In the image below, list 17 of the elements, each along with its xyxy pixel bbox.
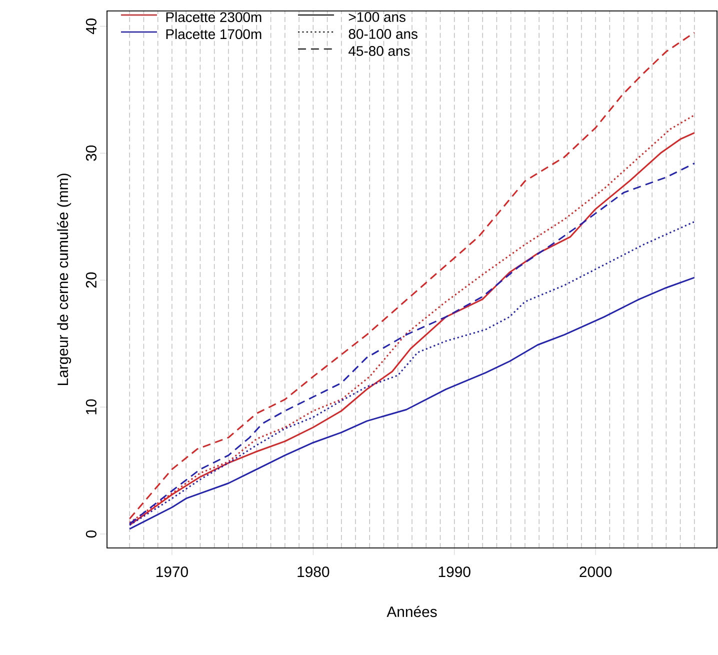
y-axis-title: Largeur de cerne cumulée (mm) [56, 174, 72, 385]
annotation: 80-100 ans [348, 29, 418, 39]
x-tick-label: 1990 [438, 566, 470, 578]
annotation: >100 ans [348, 12, 406, 22]
y-tick-label: 20 [86, 272, 96, 288]
y-tick-label: 0 [86, 530, 96, 538]
annotation: Placette 1700m [166, 28, 262, 40]
annotation: 45-80 ans [348, 46, 410, 56]
y-tick-label: 30 [86, 145, 96, 161]
x-tick-label: 2000 [580, 566, 612, 578]
x-tick-label: 1980 [298, 566, 330, 578]
annotation: Placette 2300m [166, 12, 262, 22]
x-tick-label: 1970 [156, 566, 188, 578]
x-axis-title: Années [386, 606, 437, 618]
line-series [128, 276, 696, 530]
y-tick-label: 10 [86, 399, 96, 414]
y-tick-label: 40 [86, 18, 96, 34]
